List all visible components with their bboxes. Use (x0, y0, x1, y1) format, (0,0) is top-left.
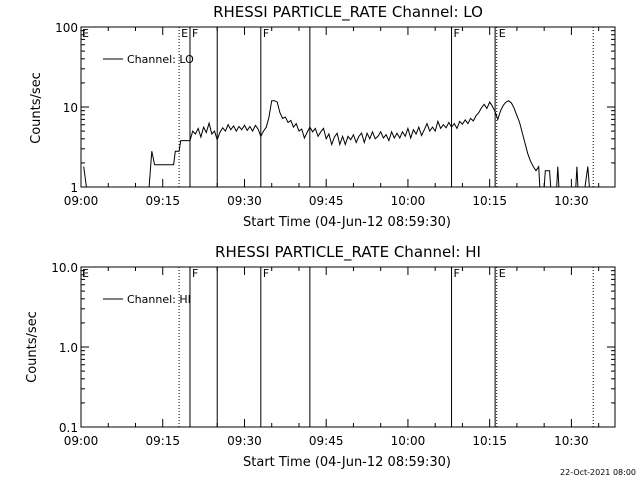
flag-label: E (181, 27, 188, 40)
plot-area: 09:00 09:15 09:30 09:45 10:00 10:15 10:30 0.1 1.… (51, 261, 616, 448)
x-tick-label: 10:15 (472, 194, 507, 208)
x-axis-label: Start Time (04-Jun-12 08:59:30) (243, 215, 451, 230)
y-tick-label: 10 (63, 101, 78, 115)
legend-label: Channel: LO (127, 53, 194, 66)
x-tick-label: 09:45 (309, 434, 344, 448)
corner-flag-label: E (82, 267, 89, 280)
y-axis-label: Counts/sec (29, 72, 44, 144)
x-tick-label: 09:15 (145, 194, 180, 208)
flag-label: F (454, 267, 460, 280)
x-tick-label: 09:45 (309, 194, 344, 208)
x-tick-label: 10:15 (472, 434, 507, 448)
flag-label: E (499, 267, 506, 280)
x-tick-label: 10:00 (391, 434, 426, 448)
chart-panel-hi: RHESSI PARTICLE_RATE Channel: HI Counts/… (25, 243, 616, 470)
footer-timestamp: 22-Oct-2021 08:00 (560, 468, 636, 477)
flag-label: E (499, 27, 506, 40)
legend-label: Channel: HI (127, 293, 191, 306)
y-tick-label: 1.0 (59, 341, 78, 355)
plot-frame (80, 266, 616, 428)
x-tick-label: 09:30 (227, 194, 262, 208)
series-line (83, 100, 590, 188)
chart-title: RHESSI PARTICLE_RATE Channel: HI (215, 243, 481, 262)
plot-frame (80, 26, 616, 188)
flag-label: F (454, 27, 460, 40)
x-tick-label: 10:30 (554, 434, 589, 448)
x-tick-label: 09:15 (145, 434, 180, 448)
y-tick-label: 100 (55, 21, 78, 35)
flag-label: F (263, 267, 269, 280)
x-tick-label: 09:00 (64, 434, 99, 448)
x-tick-label: 10:30 (554, 194, 589, 208)
y-tick-label: 1 (70, 181, 78, 195)
y-tick-label: 10.0 (51, 261, 78, 275)
y-axis-label: Counts/sec (25, 311, 40, 383)
corner-flag-label: E (82, 27, 89, 40)
chart-title: RHESSI PARTICLE_RATE Channel: LO (213, 3, 483, 22)
x-tick-label: 09:30 (227, 434, 262, 448)
flag-label: F (192, 27, 198, 40)
flag-label: F (263, 27, 269, 40)
x-axis-label: Start Time (04-Jun-12 08:59:30) (243, 455, 451, 470)
y-tick-label: 0.1 (59, 421, 78, 435)
plot-area: 09:00 09:15 09:30 09:45 10:00 10:15 10:30 1 10 10… (55, 21, 616, 208)
chart-panel-lo: RHESSI PARTICLE_RATE Channel: LO Counts/… (29, 3, 616, 230)
flag-label: F (192, 267, 198, 280)
x-tick-label: 09:00 (64, 194, 99, 208)
x-tick-label: 10:00 (391, 194, 426, 208)
